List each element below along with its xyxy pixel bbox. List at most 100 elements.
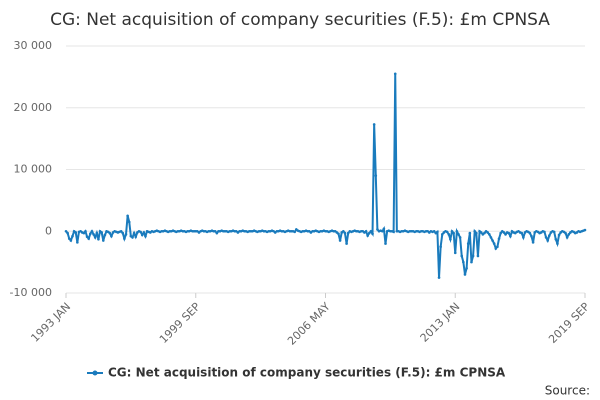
- point: [445, 230, 449, 234]
- point: [140, 233, 144, 237]
- point: [369, 229, 373, 233]
- point: [346, 231, 350, 235]
- point: [507, 231, 511, 235]
- source: Source:: [545, 384, 590, 398]
- point: [103, 233, 107, 237]
- point: [119, 229, 123, 233]
- point: [371, 232, 374, 236]
- point: [458, 236, 462, 239]
- point: [384, 242, 387, 245]
- point: [100, 231, 103, 234]
- point: [374, 174, 378, 177]
- legend-label: CG: Net acquisition of company securitie…: [108, 366, 506, 380]
- point: [447, 233, 451, 236]
- point: [123, 237, 126, 240]
- point: [522, 236, 525, 239]
- point: [466, 242, 470, 245]
- point: [492, 242, 496, 245]
- point: [475, 231, 478, 235]
- point: [531, 241, 535, 244]
- x-tick-label: 2019 SEP: [546, 300, 592, 346]
- point: [449, 237, 452, 241]
- point: [543, 230, 546, 234]
- point: [380, 229, 384, 233]
- point: [372, 123, 376, 126]
- point: [215, 231, 219, 235]
- point: [342, 229, 345, 233]
- point: [554, 237, 558, 241]
- point: [131, 236, 134, 239]
- point: [470, 260, 473, 264]
- point: [92, 233, 95, 236]
- x-tick-label: 1999 SEP: [157, 300, 203, 346]
- point: [127, 220, 131, 224]
- point: [134, 235, 138, 239]
- point: [476, 254, 480, 258]
- point: [460, 254, 464, 258]
- point: [84, 229, 87, 233]
- point: [486, 231, 489, 234]
- point: [468, 231, 472, 235]
- point: [382, 227, 386, 231]
- point: [74, 231, 78, 234]
- point: [337, 232, 340, 236]
- point: [548, 234, 551, 237]
- point: [126, 214, 129, 218]
- point: [366, 234, 369, 237]
- point: [471, 254, 475, 258]
- point: [364, 229, 368, 233]
- point: [455, 229, 459, 233]
- point: [530, 234, 533, 238]
- point: [440, 233, 444, 236]
- y-tick-label: 30 000: [14, 39, 53, 52]
- chart-title: CG: Net acquisition of company securitie…: [50, 10, 550, 30]
- point: [439, 245, 442, 248]
- point: [509, 234, 512, 238]
- point: [437, 276, 441, 279]
- point: [432, 229, 436, 233]
- point: [90, 229, 94, 233]
- point: [436, 230, 439, 234]
- point: [110, 234, 113, 238]
- point: [556, 242, 559, 245]
- point: [452, 231, 455, 235]
- point: [502, 231, 506, 234]
- point: [95, 231, 99, 235]
- point: [528, 231, 532, 235]
- point: [89, 232, 92, 236]
- point: [544, 236, 548, 239]
- point: [69, 239, 73, 242]
- point: [489, 236, 493, 239]
- point: [465, 267, 468, 270]
- y-tick-label: 0: [45, 224, 52, 237]
- y-tick-label: 20 000: [14, 101, 53, 114]
- y-tick-label: 10 000: [14, 163, 53, 176]
- point: [557, 233, 561, 237]
- point: [497, 237, 501, 240]
- point: [376, 228, 379, 231]
- point: [499, 231, 502, 235]
- point: [457, 233, 460, 236]
- point: [393, 72, 397, 76]
- point: [546, 239, 549, 242]
- point: [473, 229, 477, 233]
- legend-marker: [92, 370, 98, 376]
- point: [71, 234, 74, 238]
- point: [124, 233, 128, 236]
- point: [583, 228, 587, 232]
- point: [491, 239, 494, 242]
- point: [488, 233, 491, 236]
- point: [66, 231, 69, 235]
- series-line: [65, 73, 586, 278]
- point: [494, 247, 498, 250]
- point: [453, 251, 457, 255]
- point: [504, 233, 507, 236]
- point: [142, 231, 146, 234]
- point: [479, 231, 483, 234]
- point: [102, 239, 105, 242]
- point: [139, 230, 142, 234]
- point: [82, 231, 86, 235]
- x-tick-label: 2013 JAN: [418, 300, 463, 345]
- point: [483, 231, 486, 235]
